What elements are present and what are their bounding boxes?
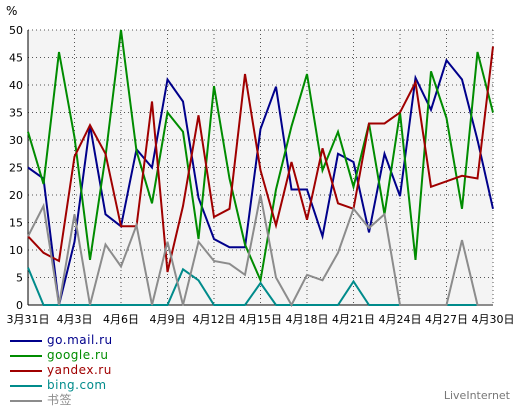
x-tick-label: 4月6日	[103, 313, 139, 326]
legend-item: google.ru	[10, 348, 140, 363]
legend-item: go.mail.ru	[10, 333, 140, 348]
legend: go.mail.ru google.ru yandex.ru bing.com 书签	[10, 333, 140, 408]
legend-label: yandex.ru	[47, 363, 112, 377]
legend-label: google.ru	[47, 348, 109, 362]
y-tick-label: 30	[9, 134, 23, 147]
x-tick-label: 4月3日	[57, 313, 93, 326]
y-tick-label: 25	[9, 162, 23, 175]
y-tick-label: 20	[9, 189, 23, 202]
legend-swatch	[10, 400, 42, 402]
series-line-0	[27, 58, 494, 306]
x-tick-label: 4月15日	[239, 313, 282, 326]
y-tick-label: 10	[9, 244, 23, 257]
legend-item: 书签	[10, 393, 140, 408]
x-tick-label: 4月18日	[286, 313, 329, 326]
legend-swatch	[10, 355, 42, 357]
series-lines	[27, 29, 494, 308]
x-tick-label: 4月27日	[425, 313, 468, 326]
y-tick-label: 5	[16, 272, 23, 285]
y-tick-label: 40	[9, 79, 23, 92]
legend-label: go.mail.ru	[47, 333, 113, 347]
legend-item: yandex.ru	[10, 363, 140, 378]
legend-label: bing.com	[47, 378, 107, 392]
y-axis-unit: %	[6, 4, 17, 18]
y-tick-label: 0	[16, 299, 23, 312]
x-tick-label: 4月24日	[379, 313, 422, 326]
y-tick-label: 45	[9, 52, 23, 65]
y-tick-label: 50	[9, 24, 23, 37]
series-line-2	[27, 46, 494, 273]
legend-swatch	[10, 340, 42, 342]
x-tick-labels: 3月31日 4月3日 4月6日 4月9日 4月12日 4月15日 4月18日 4月21日 4月2…	[7, 313, 515, 326]
series-line-4	[27, 194, 493, 308]
legend-swatch	[10, 385, 42, 387]
x-tick-label: 4月12日	[193, 313, 236, 326]
line-chart: 0 5 10 15 20 25 30 35 40 45 50 3月31日 4月3日 4月6日 4月9日 4月…	[6, 4, 515, 326]
x-tick-label: 3月31日	[7, 313, 50, 326]
x-tick-label: 4月9日	[150, 313, 186, 326]
legend-item: bing.com	[10, 378, 140, 393]
legend-label: 书签	[47, 393, 73, 407]
legend-swatch	[10, 370, 42, 372]
x-tick-label: 4月21日	[332, 313, 375, 326]
y-tick-label: 35	[9, 107, 23, 120]
watermark: LiveInternet	[443, 389, 510, 402]
y-tick-label: 15	[9, 217, 23, 230]
y-tick-labels: 0 5 10 15 20 25 30 35 40 45 50	[9, 24, 23, 312]
x-tick-label: 4月30日	[472, 313, 515, 326]
